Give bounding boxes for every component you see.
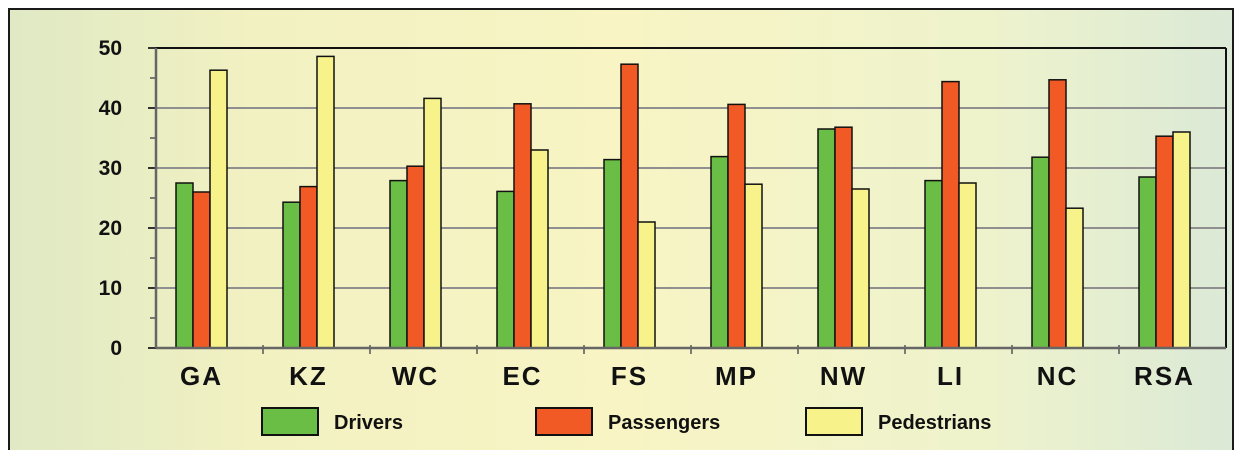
bar-pedestrians-fs [637, 221, 656, 349]
legend-swatch-pedestrians [805, 407, 863, 436]
y-tick-label: 0 [110, 337, 122, 360]
x-tick-label: MP [715, 361, 758, 391]
x-tick-label: RSA [1134, 361, 1195, 391]
bar-pedestrians-mp [744, 183, 763, 349]
x-axis-labels: GA KZ WC EC FS MP NW LI NC RSA [180, 361, 1195, 391]
bar-passengers-rsa [1155, 135, 1174, 349]
x-tick-label: FS [611, 361, 648, 391]
bar-passengers-nc [1048, 79, 1067, 349]
y-tick-label: 40 [99, 97, 122, 120]
bar-pedestrians-li [958, 182, 977, 349]
bar-pedestrians-ec [530, 149, 549, 349]
legend-label-drivers: Drivers [334, 412, 403, 434]
x-tick-label: NC [1037, 361, 1079, 391]
bar-passengers-wc [406, 165, 425, 349]
x-tick-label: WC [392, 361, 439, 391]
chart-frame: 0 10 20 30 40 50 GA KZ WC EC FS MP NW LI NC RSA Driver… [8, 8, 1234, 450]
bar-drivers-fs [603, 158, 622, 349]
bar-pedestrians-ga [209, 69, 228, 349]
bar-drivers-mp [710, 155, 729, 349]
bar-drivers-nc [1031, 156, 1050, 349]
legend-swatch-passengers [535, 407, 593, 436]
x-tick-label: LI [937, 361, 964, 391]
bar-drivers-kz [282, 201, 301, 349]
bar-passengers-li [941, 80, 960, 349]
bar-drivers-ga [175, 182, 194, 349]
bar-passengers-mp [727, 103, 746, 349]
y-tick-label: 30 [99, 157, 122, 180]
bar-pedestrians-kz [316, 55, 335, 349]
y-tick-label: 20 [99, 217, 122, 240]
legend-swatch-drivers [261, 407, 319, 436]
bar-passengers-ec [513, 103, 532, 349]
bar-passengers-fs [620, 63, 639, 349]
bar-passengers-kz [299, 185, 318, 349]
legend: Drivers Passengers Pedestrians [261, 407, 991, 436]
legend-label-passengers: Passengers [608, 412, 720, 434]
bar-pedestrians-nw [851, 188, 870, 349]
legend-label-pedestrians: Pedestrians [878, 412, 991, 434]
bar-pedestrians-nc [1065, 207, 1084, 349]
bar-drivers-rsa [1138, 176, 1157, 349]
x-tick-label: KZ [289, 361, 328, 391]
bar-pedestrians-rsa [1172, 131, 1191, 349]
axes [154, 47, 1227, 354]
bar-chart: 0 10 20 30 40 50 GA KZ WC EC FS MP NW LI NC RSA Driver… [99, 37, 1227, 436]
y-axis-ticks: 0 10 20 30 40 50 [99, 37, 156, 360]
bars [175, 55, 1191, 349]
y-tick-label: 50 [99, 37, 122, 60]
bar-pedestrians-wc [423, 97, 442, 349]
x-tick-label: GA [180, 361, 223, 391]
y-tick-label: 10 [99, 277, 122, 300]
x-tick-label: EC [502, 361, 542, 391]
bar-drivers-li [924, 179, 943, 349]
bar-drivers-ec [496, 190, 515, 349]
bar-drivers-nw [817, 128, 836, 349]
bar-drivers-wc [389, 179, 408, 349]
x-tick-label: NW [820, 361, 867, 391]
bar-passengers-ga [192, 191, 211, 349]
bar-passengers-nw [834, 126, 853, 349]
